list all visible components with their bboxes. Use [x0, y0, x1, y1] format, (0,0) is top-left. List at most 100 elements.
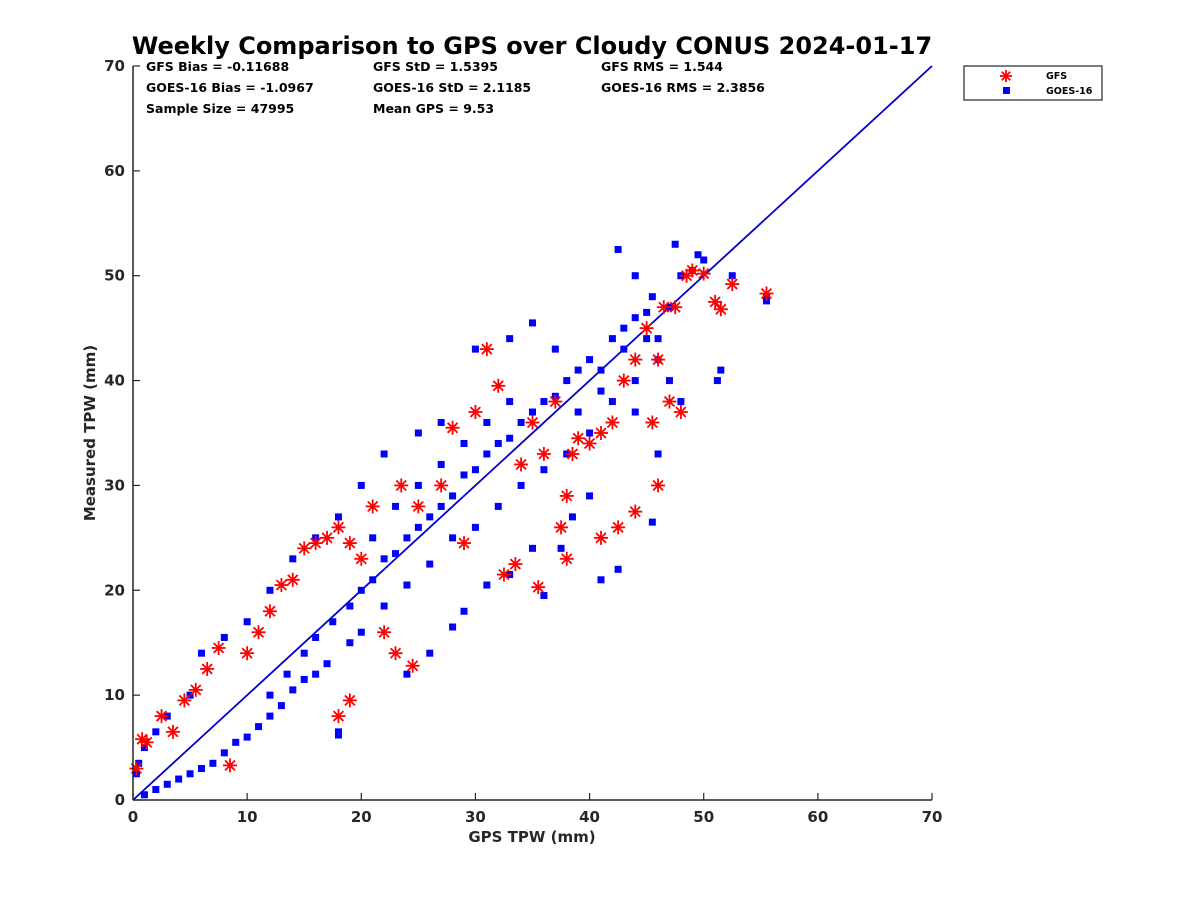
x-tick-label: 0 [128, 808, 138, 826]
goes-16-point [312, 670, 320, 678]
gfs-point [605, 415, 620, 430]
goes-16-point [289, 686, 297, 694]
y-tick-label: 40 [104, 372, 125, 390]
goes-16-point [414, 481, 422, 489]
y-tick-label: 0 [115, 791, 125, 809]
goes-16-point [483, 450, 491, 458]
goes-16-point [654, 450, 662, 458]
goes-16-point [460, 607, 468, 615]
gfs-point [411, 499, 426, 514]
goes-16-point [631, 272, 639, 280]
goes-16-point [506, 434, 514, 442]
y-tick-label: 10 [104, 686, 125, 704]
goes-16-point [608, 335, 616, 343]
y-tick-label: 70 [104, 57, 125, 75]
gfs-point [177, 693, 192, 708]
goes-16-point [403, 534, 411, 542]
gfs-point [308, 536, 323, 551]
gfs-point [651, 352, 666, 367]
stat-goes-bias: GOES-16 Bias = -1.0967 [146, 80, 314, 95]
goes-16-point [140, 744, 148, 752]
goes-16-point [163, 780, 171, 788]
goes-16-point [357, 586, 365, 594]
goes-16-point [197, 649, 205, 657]
y-tick-label: 50 [104, 267, 125, 285]
goes-16-point [209, 759, 217, 767]
gfs-point [354, 551, 369, 566]
gfs-point [188, 682, 203, 697]
legend-gfs-marker [1000, 70, 1012, 82]
goes-16-point [426, 560, 434, 568]
gfs-point [139, 735, 154, 750]
goes-16-point [220, 633, 228, 641]
goes-16-point [437, 460, 445, 468]
goes-16-point [529, 544, 536, 552]
goes-16-point [266, 691, 274, 699]
goes-16-point [266, 586, 274, 594]
gfs-point [548, 394, 563, 409]
goes-16-point [713, 377, 721, 385]
x-tick-label: 50 [693, 808, 714, 826]
gfs-point [285, 572, 300, 587]
goes-16-point [437, 419, 445, 427]
gfs-point [262, 604, 277, 619]
goes-16-point [506, 398, 514, 406]
goes-16-point [614, 565, 622, 573]
goes-16-point [517, 419, 525, 427]
goes-16-point [243, 618, 251, 626]
goes-16-point [563, 377, 571, 385]
x-tick-label: 20 [351, 808, 372, 826]
y-tick-label: 30 [104, 476, 125, 494]
chart-title: Weekly Comparison to GPS over Cloudy CON… [132, 32, 932, 60]
gfs-point [531, 580, 546, 595]
goes-16-point [186, 691, 194, 699]
goes-16-point [540, 466, 548, 474]
goes-16-point [471, 466, 479, 474]
gfs-point [508, 557, 523, 572]
gfs-point [582, 436, 597, 451]
gfs-point [342, 693, 357, 708]
x-axis-label: GPS TPW (mm) [468, 828, 595, 846]
goes-16-point [677, 398, 685, 406]
goes-16-point [568, 513, 576, 521]
goes-16-point [329, 618, 337, 626]
gfs-point [536, 446, 551, 461]
goes-16-point [152, 786, 160, 794]
goes-16-point [255, 723, 263, 731]
goes-16-point [357, 481, 365, 489]
gfs-point [342, 536, 357, 551]
goes-16-point [403, 670, 411, 678]
gfs-point [559, 551, 574, 566]
legend-box [963, 65, 1103, 101]
gfs-point [457, 536, 472, 551]
gfs-point [514, 457, 529, 472]
series-gfs [129, 263, 774, 776]
gfs-point [708, 294, 723, 309]
gfs-point [645, 415, 660, 430]
goes-16-point [283, 670, 291, 678]
goes-16-point [717, 366, 725, 374]
stat-sample-size: Sample Size = 47995 [146, 101, 294, 116]
goes-16-point [620, 345, 628, 353]
gfs-point [445, 420, 460, 435]
gfs-point [240, 646, 255, 661]
goes-16-point [334, 513, 342, 521]
goes-16-point [437, 502, 445, 510]
goes-16-point [762, 297, 770, 305]
goes-16-point [426, 513, 434, 521]
gfs-point [320, 530, 335, 545]
goes-16-point [449, 534, 457, 542]
goes-16-point [540, 592, 548, 600]
gfs-point [628, 352, 643, 367]
gfs-point [129, 761, 144, 776]
gfs-point [154, 709, 169, 724]
goes-16-point [403, 581, 411, 589]
gfs-point [434, 478, 449, 493]
goes-16-point [597, 387, 605, 395]
goes-16-point [334, 728, 342, 736]
goes-16-point [551, 345, 559, 353]
x-tick-label: 40 [579, 808, 600, 826]
legend-gfs-label: GFS [1046, 71, 1067, 82]
y-axis-label: Measured TPW (mm) [81, 345, 99, 521]
goes-16-point [186, 770, 194, 778]
